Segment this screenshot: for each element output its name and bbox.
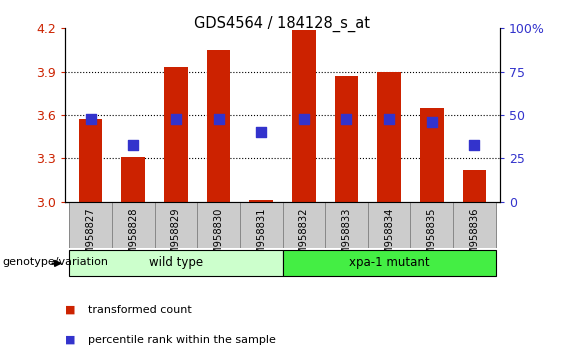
Text: ■: ■: [65, 335, 76, 345]
Bar: [325, 202, 368, 248]
Bar: [249, 200, 273, 202]
Bar: [197, 202, 240, 248]
Text: transformed count: transformed count: [88, 305, 192, 315]
Bar: [164, 67, 188, 202]
Bar: [69, 250, 282, 276]
Text: GSM958831: GSM958831: [256, 207, 266, 268]
Bar: [112, 202, 155, 248]
Text: GDS4564 / 184128_s_at: GDS4564 / 184128_s_at: [194, 16, 371, 32]
Text: genotype/variation: genotype/variation: [3, 257, 109, 267]
Point: [470, 142, 479, 147]
Text: GSM958832: GSM958832: [299, 207, 309, 268]
Point: [385, 116, 394, 121]
Bar: [368, 202, 410, 248]
Text: wild type: wild type: [149, 256, 203, 269]
Bar: [121, 157, 145, 202]
Point: [214, 116, 223, 121]
Bar: [207, 50, 231, 202]
Text: GSM958829: GSM958829: [171, 207, 181, 268]
Text: GSM958836: GSM958836: [470, 207, 480, 268]
Text: GSM958834: GSM958834: [384, 207, 394, 268]
Bar: [377, 72, 401, 202]
Text: GSM958828: GSM958828: [128, 207, 138, 268]
Bar: [453, 202, 496, 248]
Text: xpa-1 mutant: xpa-1 mutant: [349, 256, 429, 269]
Point: [342, 116, 351, 121]
Bar: [79, 119, 102, 202]
Bar: [463, 170, 486, 202]
Bar: [410, 202, 453, 248]
Bar: [69, 202, 112, 248]
Point: [171, 116, 180, 121]
Bar: [420, 108, 444, 202]
Bar: [240, 202, 282, 248]
Bar: [155, 202, 197, 248]
Point: [86, 116, 95, 121]
Text: ■: ■: [65, 305, 76, 315]
Point: [299, 116, 308, 121]
Bar: [282, 250, 496, 276]
Point: [129, 142, 138, 147]
Bar: [282, 202, 325, 248]
Text: GSM958830: GSM958830: [214, 207, 224, 268]
Text: GSM958827: GSM958827: [85, 207, 95, 268]
Bar: [292, 30, 316, 202]
Text: GSM958835: GSM958835: [427, 207, 437, 268]
Text: percentile rank within the sample: percentile rank within the sample: [88, 335, 276, 345]
Text: GSM958833: GSM958833: [341, 207, 351, 268]
Point: [257, 130, 266, 135]
Bar: [334, 76, 358, 202]
Point: [427, 119, 436, 125]
